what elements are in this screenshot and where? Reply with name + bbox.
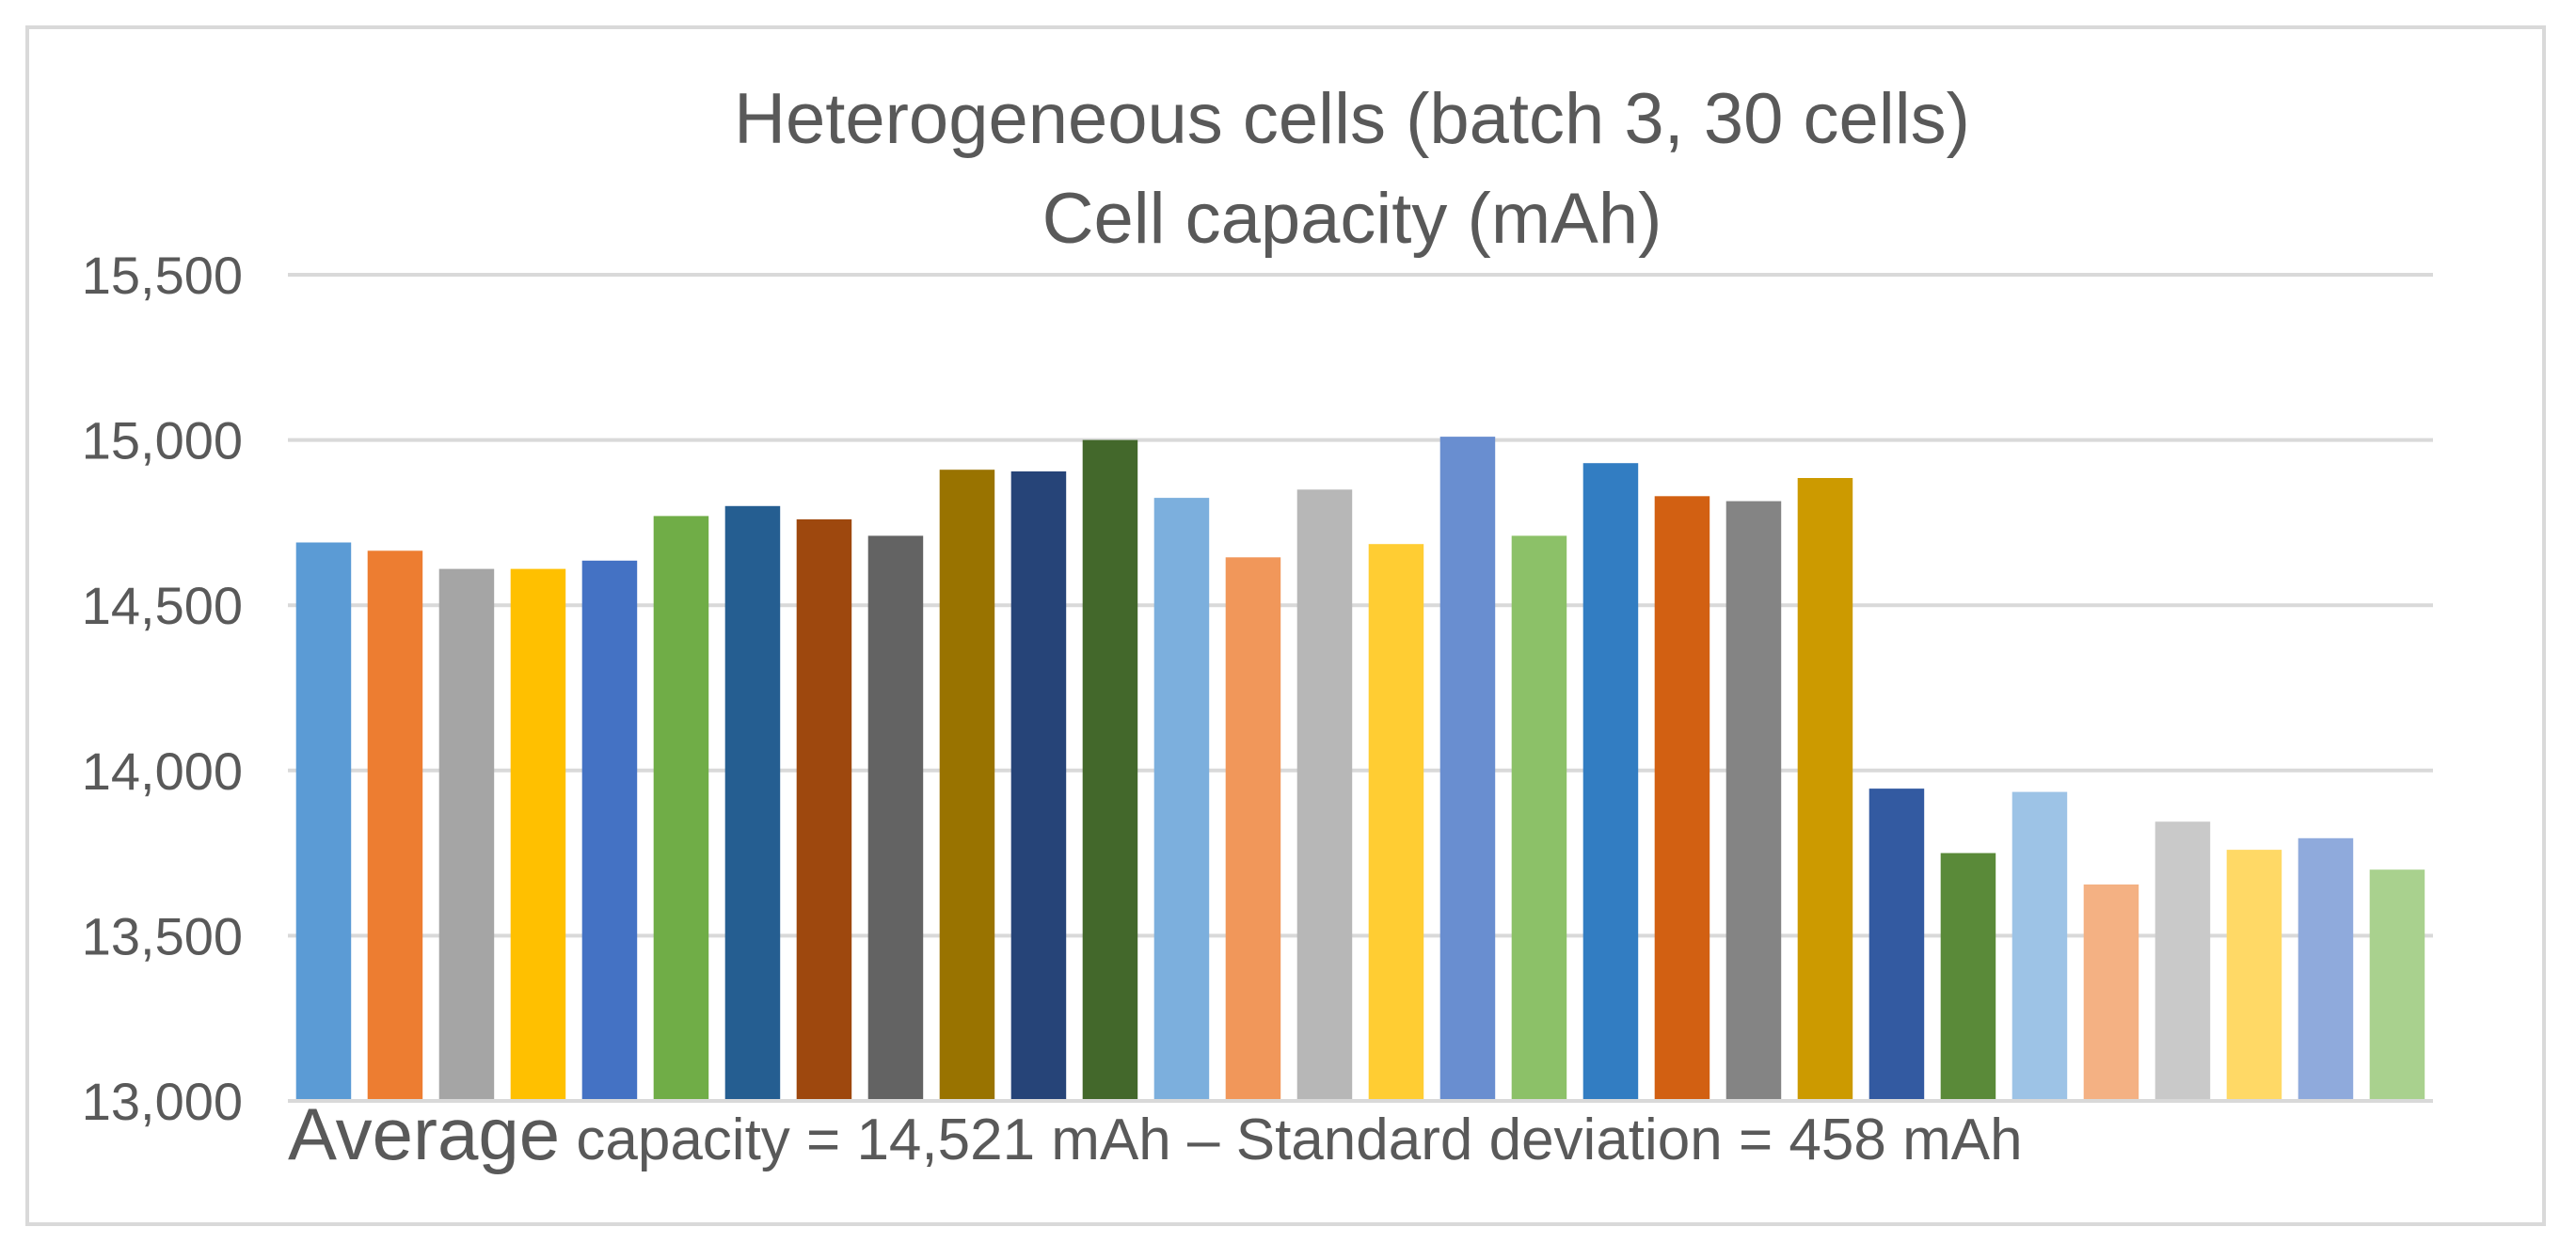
bar-cell-23	[1868, 789, 1925, 1101]
summary-details: capacity = 14,521 mAh – Standard deviati…	[560, 1108, 2023, 1172]
bar-cell-18	[1511, 535, 1567, 1101]
bar-cell-8	[796, 518, 852, 1101]
bar-cell-19	[1582, 463, 1639, 1101]
bar-cell-6	[653, 516, 709, 1101]
bar-cell-25	[2012, 791, 2068, 1101]
bar-cell-5	[581, 560, 638, 1101]
bar-cell-28	[2226, 850, 2282, 1101]
bar-cell-21	[1725, 501, 1782, 1101]
bar-cell-9	[867, 535, 924, 1101]
bar-cell-17	[1439, 437, 1496, 1102]
bar-cell-3	[438, 568, 495, 1101]
bar-cell-30	[2369, 869, 2425, 1101]
y-tick-label: 15,000	[82, 411, 243, 470]
chart-title: Heterogeneous cells (batch 3, 30 cells)	[734, 79, 1970, 159]
bar-cell-14	[1225, 557, 1281, 1101]
bar-cell-12	[1082, 439, 1138, 1102]
bar-cell-15	[1296, 489, 1353, 1101]
bar-cell-16	[1368, 544, 1424, 1101]
summary-lead-word: Average	[288, 1092, 561, 1175]
bar-cell-22	[1797, 478, 1853, 1101]
bar-cell-29	[2298, 837, 2354, 1101]
y-tick-label: 13,000	[82, 1072, 243, 1131]
bar-cell-1	[295, 542, 352, 1101]
summary-statistics-note: Average capacity = 14,521 mAh – Standard…	[288, 1097, 2023, 1171]
bar-cell-4	[510, 568, 566, 1101]
y-tick-label: 15,500	[82, 246, 243, 305]
y-tick-label: 13,500	[82, 906, 243, 965]
bar-cell-7	[724, 505, 781, 1101]
y-tick-label: 14,500	[82, 576, 243, 635]
bar-cell-11	[1010, 471, 1067, 1101]
bars	[295, 437, 2425, 1102]
bar-cell-26	[2083, 884, 2139, 1101]
chart-subtitle: Cell capacity (mAh)	[1042, 179, 1662, 259]
bar-cell-2	[367, 550, 423, 1101]
bar-cell-10	[939, 470, 995, 1101]
bar-cell-24	[1940, 853, 1996, 1101]
bar-cell-13	[1153, 498, 1210, 1101]
y-tick-label: 14,000	[82, 741, 243, 801]
bar-cell-27	[2155, 821, 2211, 1101]
gridlines	[288, 273, 2433, 938]
y-axis-tick-labels: 13,000 13,500 14,000 14,500 15,000 15,500	[82, 246, 243, 1131]
bar-cell-20	[1654, 496, 1710, 1101]
